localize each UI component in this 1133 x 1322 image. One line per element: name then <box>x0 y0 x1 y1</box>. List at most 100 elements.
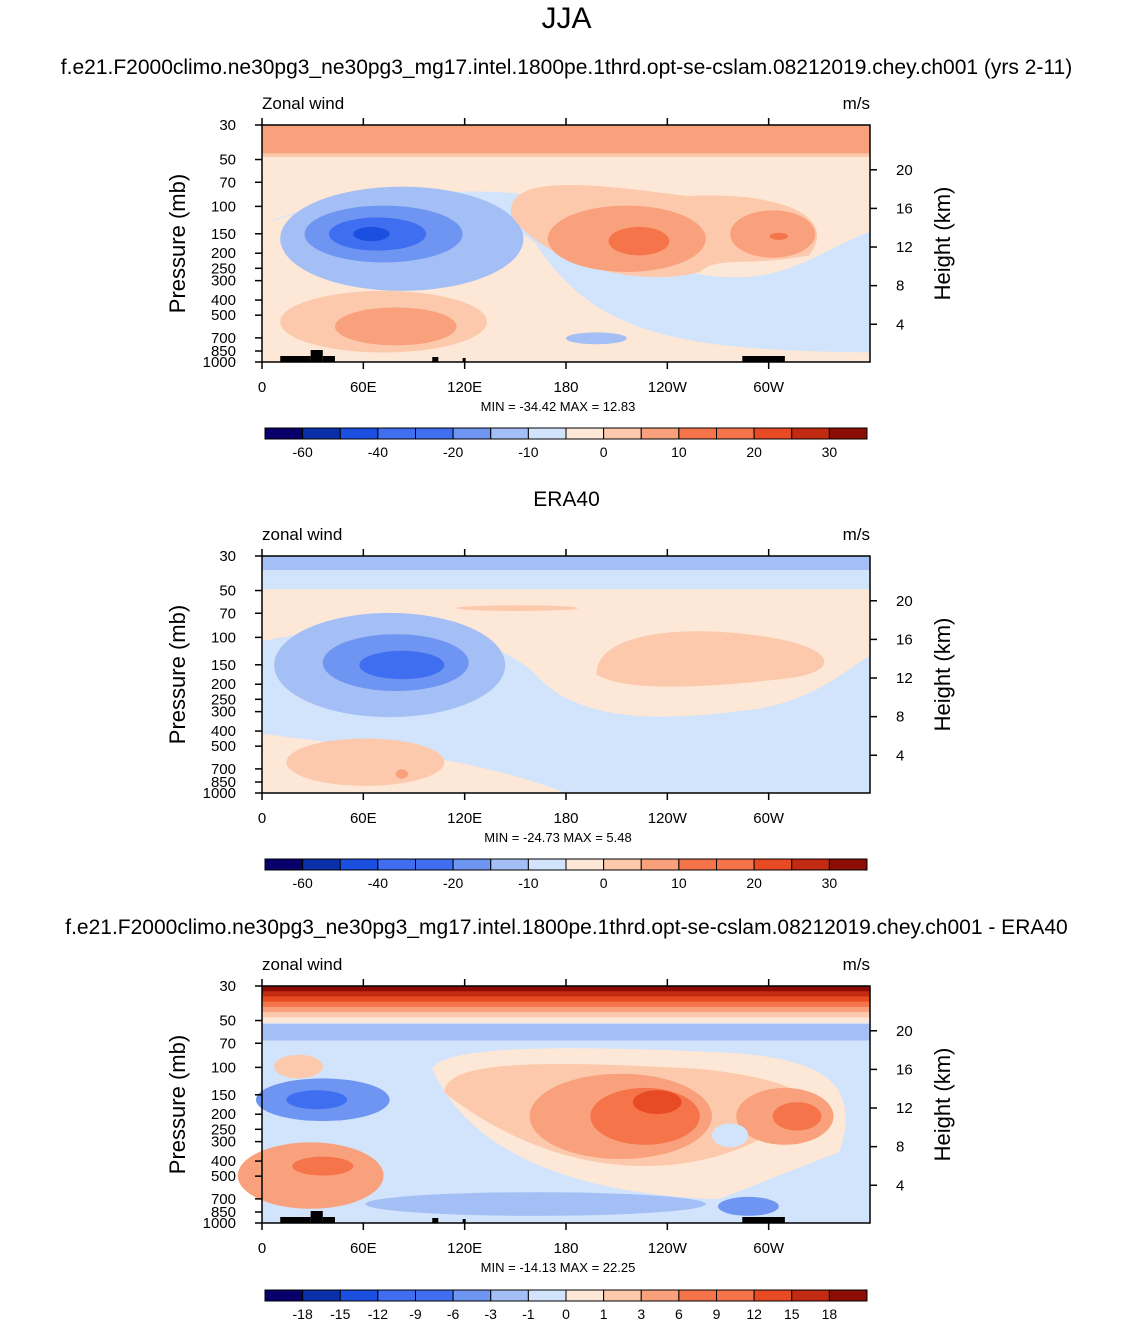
terrain-mask <box>310 1211 323 1223</box>
field-region <box>365 1192 706 1216</box>
field-region <box>274 1054 323 1079</box>
field-region <box>718 1196 779 1216</box>
y-axis-label: Pressure (mb) <box>165 174 190 313</box>
colorbar-label: 1 <box>600 1306 608 1322</box>
colorbar-box <box>565 427 605 440</box>
y-tick-label: 300 <box>211 704 236 721</box>
colorbar-label: 20 <box>746 444 762 460</box>
y-axis-label: Pressure (mb) <box>165 1035 190 1174</box>
colorbar-box <box>490 858 529 871</box>
y-tick-label: 1000 <box>203 1215 236 1232</box>
y-tick-label: 70 <box>219 1035 236 1052</box>
colorbar-label: -20 <box>443 875 463 891</box>
height-tick-label: 12 <box>896 1100 913 1117</box>
colorbar-box <box>377 858 416 871</box>
units-label: m/s <box>843 955 870 974</box>
terrain-mask <box>322 356 335 362</box>
x-tick-label: 120W <box>648 1240 688 1257</box>
y-tick-label: 250 <box>211 260 236 277</box>
field-region <box>262 191 870 353</box>
field-band <box>262 986 870 992</box>
y-tick-label: 400 <box>211 723 236 740</box>
x-tick-label: 0 <box>258 379 266 396</box>
colorbar-box <box>603 1289 642 1302</box>
y-tick-label: 1000 <box>203 354 236 371</box>
x-tick-label: 60E <box>350 1240 377 1257</box>
colorbar-label: 0 <box>600 444 608 460</box>
terrain-mask <box>322 1217 335 1223</box>
y-tick-label: 850 <box>211 1204 236 1221</box>
y-tick-label: 70 <box>219 605 236 622</box>
colorbar-box <box>828 1289 868 1302</box>
x-tick-label: 120E <box>447 379 482 396</box>
y-tick-label: 200 <box>211 245 236 262</box>
colorbar-box <box>791 1289 830 1302</box>
colorbar-label: 9 <box>713 1306 721 1322</box>
y-tick-label: 70 <box>219 174 236 191</box>
colorbar-label: 0 <box>562 1306 570 1322</box>
min-max-label: MIN = -24.73 MAX = 5.48 <box>484 830 631 845</box>
colorbar-box <box>527 427 567 440</box>
height-tick-label: 20 <box>896 593 913 610</box>
colorbar-box <box>302 1289 341 1302</box>
x-tick-label: 120W <box>648 810 688 827</box>
colorbar-box <box>264 1289 304 1302</box>
y2-axis-label: Height (km) <box>930 618 955 732</box>
colorbar: -60 -40 -20 -10 0 10 20 30 <box>264 858 868 891</box>
colorbar-label: 18 <box>822 1306 838 1322</box>
y-tick-label: 500 <box>211 307 236 324</box>
field-band <box>262 570 870 590</box>
colorbar-label: -20 <box>443 444 463 460</box>
colorbar-box <box>716 858 755 871</box>
colorbar-box <box>377 427 416 440</box>
height-tick-label: 8 <box>896 709 904 726</box>
x-tick-label: 180 <box>553 1240 578 1257</box>
colorbar-box <box>640 1289 680 1302</box>
colorbar-label: 15 <box>784 1306 800 1322</box>
height-tick-label: 12 <box>896 670 913 687</box>
colorbar-label: -9 <box>409 1306 422 1322</box>
colorbar-box <box>452 1289 492 1302</box>
colorbar-box <box>678 1289 717 1302</box>
field-region <box>456 605 579 611</box>
terrain-mask <box>310 350 323 362</box>
units-label: m/s <box>843 94 870 113</box>
field-band <box>262 1012 870 1018</box>
terrain-mask <box>742 356 785 362</box>
x-tick-label: 120W <box>648 379 688 396</box>
model-contour-plot: Zonal wind m/s0 60E 120E 180 120W 60W305070100… <box>165 94 955 460</box>
field-band <box>262 1001 870 1008</box>
y-tick-label: 150 <box>211 657 236 674</box>
colorbar-box <box>264 858 304 871</box>
x-tick-label: 180 <box>553 379 578 396</box>
left-string: Zonal wind <box>262 94 344 113</box>
colorbar-label: 6 <box>675 1306 683 1322</box>
colorbar-box <box>302 858 341 871</box>
y-tick-label: 700 <box>211 330 236 347</box>
field-region <box>608 226 670 256</box>
field-region <box>566 332 627 345</box>
field-region <box>286 1090 348 1110</box>
colorbar-box <box>828 427 868 440</box>
colorbar-label: 0 <box>600 875 608 891</box>
y-tick-label: 30 <box>219 978 236 995</box>
colorbar-box <box>415 427 454 440</box>
height-tick-label: 16 <box>896 200 913 217</box>
y-axis-label: Pressure (mb) <box>165 605 190 744</box>
y-tick-label: 700 <box>211 761 236 778</box>
y-tick-label: 400 <box>211 292 236 309</box>
y2-axis-label: Height (km) <box>930 187 955 301</box>
y-tick-label: 30 <box>219 117 236 134</box>
colorbar-label: -18 <box>293 1306 313 1322</box>
terrain-mask <box>432 357 439 362</box>
height-tick-label: 20 <box>896 162 913 179</box>
field-band <box>262 153 870 157</box>
colorbar-label: -40 <box>368 444 388 460</box>
terrain-mask <box>742 1217 785 1223</box>
field-region <box>769 232 788 240</box>
colorbar-box <box>828 858 868 871</box>
colorbar-box <box>678 858 717 871</box>
y-tick-label: 250 <box>211 1121 236 1138</box>
field-region <box>353 226 390 242</box>
colorbar-label: -60 <box>293 875 313 891</box>
